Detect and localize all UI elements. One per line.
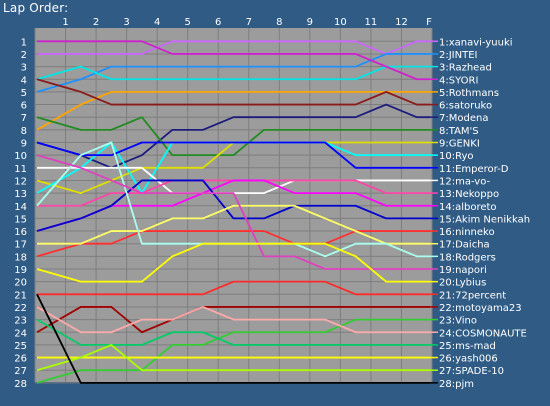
x-tick-label: 1 [62,17,68,28]
legend-entry: 14:alboreto [439,202,497,213]
x-tick-label: 8 [276,17,282,28]
y-tick-label: 26 [14,354,27,365]
y-tick-label: 1 [21,37,27,48]
y-tick-label: 8 [21,126,27,137]
y-tick-label: 10 [14,151,27,162]
legend-entry: 22:motoyama23 [439,303,522,314]
y-tick-label: 18 [14,252,27,263]
series-line [37,40,430,81]
legend-entry: 10:Ryo [439,151,474,162]
y-tick-label: 28 [14,379,27,390]
y-tick-label: 12 [14,176,27,187]
series-line [36,78,430,106]
y-tick-label: 21 [14,290,27,301]
y-tick-label: 14 [14,202,27,213]
series-line [37,40,430,55]
legend-entry: 6:satoruko [439,101,492,112]
legend-entry: 11:Emperor-D [439,164,509,175]
legend-entry: 19:napori [439,265,487,276]
series-line [36,318,430,384]
series-line [37,166,430,194]
legend-entry: 20:Lybius [439,278,486,289]
y-tick-label: 11 [14,164,27,175]
series-line [36,306,430,334]
x-tick-label: 3 [123,17,129,28]
x-axis-ticks: 1 2 3 4 5 6 7 8 9 10 11 12 F [62,17,432,28]
series-line [36,53,430,93]
y-tick-label: 3 [21,63,27,74]
series-line [36,103,430,169]
y-tick-label: 19 [14,265,27,276]
series-line [36,344,430,372]
x-tick-label: 4 [154,17,160,28]
y-tick-label: 16 [14,227,27,238]
x-tick-label: 9 [307,17,313,28]
legend-entry: 1:xanavi-yuuki [439,37,513,48]
series-lines [36,40,430,384]
legend-entry: 12:ma-vo- [439,176,491,187]
x-tick-label: 2 [93,17,99,28]
legend-entry: 3:Razhead [439,63,492,74]
series-line [36,91,430,131]
y-tick-label: 20 [14,278,27,289]
legend-entry: 8:TAM'S [439,126,479,137]
legend-entry: 25:ms-mad [439,341,496,352]
y-axis-ticks: 1234567891011121314151617181920212223242… [14,37,27,390]
y-tick-label: 17 [14,240,27,251]
x-tick-label: 11 [365,17,378,28]
series-line [36,179,430,232]
y-tick-label: 5 [21,88,27,99]
legend-entry: 7:Modena [439,113,488,124]
series-line [36,154,430,270]
y-tick-label: 7 [21,113,27,124]
legend-entry: 15:Akim Nenikkah [439,214,530,225]
legend-entry: 9:GENKI [439,139,480,150]
y-tick-label: 27 [14,366,27,377]
y-tick-label: 15 [14,214,27,225]
legend-entry: 26:yash006 [439,354,498,365]
legend-entry: 17:Daicha [439,240,490,251]
x-tick-label: 7 [246,17,252,28]
y-tick-label: 22 [14,303,27,314]
series-line [37,280,430,296]
series-line [36,293,430,384]
series-line [36,141,430,169]
x-tick-label: 10 [334,17,347,28]
y-tick-label: 6 [21,101,27,112]
legend-entry: 24:COSMONAUTE [439,328,527,339]
series-line [36,230,430,258]
series-line [36,242,430,283]
series-line [36,318,430,346]
legend-entry: 28:pjm [439,379,474,390]
legend-entry: 23:Vino [439,316,477,327]
series-line [37,204,430,245]
y-tick-label: 23 [14,316,27,327]
legend-entry: 18:Rodgers [439,252,496,263]
x-tick-label: F [426,17,432,28]
legend-entry: 21:72percent [439,290,506,301]
y-tick-label: 25 [14,341,27,352]
y-tick-label: 13 [14,189,27,200]
series-line [36,306,430,334]
y-tick-label: 4 [21,75,27,86]
y-tick-label: 24 [14,328,27,339]
series-line [36,179,430,232]
x-tick-label: 6 [215,17,221,28]
x-tick-label: 5 [185,17,191,28]
series-line [36,65,430,81]
window-title: Lap Order: [3,1,69,15]
legend-entry: 16:ninneko [439,227,495,238]
legend-entry: 4:SYORI [439,75,478,86]
legend-entry: 27:SPADE-10 [439,366,504,377]
x-tick-label: 12 [395,17,408,28]
y-tick-label: 2 [21,50,27,61]
legend-entry: 13:Nekoppo [439,189,499,200]
y-tick-label: 9 [21,139,27,150]
legend-entry: 5:Rothmans [439,88,499,99]
legend-entry: 2:JINTEI [439,50,478,61]
